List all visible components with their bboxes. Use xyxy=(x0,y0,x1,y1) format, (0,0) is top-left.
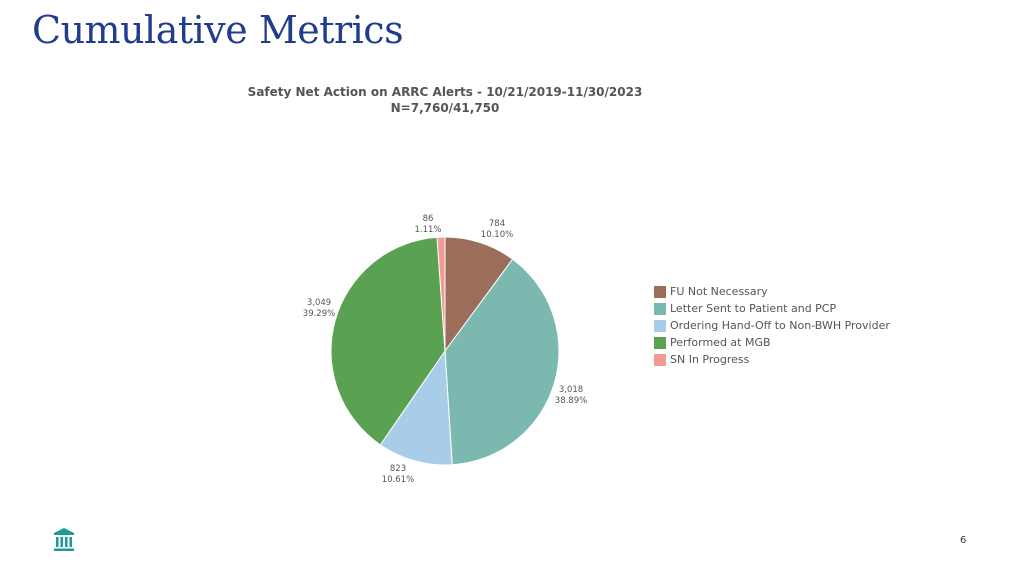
pie-slice xyxy=(436,236,446,352)
chart-subtitle: N=7,760/41,750 xyxy=(390,101,500,115)
slice-percent-label: 10.10% xyxy=(481,230,513,240)
institution-building-icon xyxy=(54,528,74,551)
legend-item: Letter Sent to Patient and PCP xyxy=(654,300,890,317)
legend-label: Performed at MGB xyxy=(670,336,771,349)
legend-item: FU Not Necessary xyxy=(654,283,890,300)
slice-percent-label: 10.61% xyxy=(382,475,414,485)
slice-value-label: 86 xyxy=(423,214,434,224)
legend-swatch xyxy=(654,302,666,315)
pie-slice xyxy=(444,258,560,466)
legend-swatch xyxy=(654,336,666,349)
legend-swatch xyxy=(654,353,666,366)
slide-title: Cumulative Metrics xyxy=(32,8,404,52)
pie-slice xyxy=(444,236,514,353)
pie-slices xyxy=(330,236,560,466)
legend-swatch xyxy=(654,285,666,298)
legend-label: Letter Sent to Patient and PCP xyxy=(670,302,837,315)
slice-percent-label: 38.89% xyxy=(555,396,587,406)
legend-label: SN In Progress xyxy=(670,353,750,366)
slice-value-label: 3,049 xyxy=(307,298,331,308)
slice-value-label: 784 xyxy=(489,219,505,229)
legend-item: SN In Progress xyxy=(654,351,890,368)
legend-item: Ordering Hand-Off to Non-BWH Provider xyxy=(654,317,890,334)
pie-slice xyxy=(379,349,453,466)
legend-label: Ordering Hand-Off to Non-BWH Provider xyxy=(670,319,890,332)
slice-value-label: 3,018 xyxy=(559,385,583,395)
pie-slice xyxy=(330,236,446,446)
legend-item: Performed at MGB xyxy=(654,334,890,351)
slice-value-label: 823 xyxy=(390,464,406,474)
slice-percent-label: 39.29% xyxy=(303,309,335,319)
legend-label: FU Not Necessary xyxy=(670,285,768,298)
chart-legend: FU Not Necessary Letter Sent to Patient a… xyxy=(654,283,890,368)
legend-swatch xyxy=(654,319,666,332)
slice-percent-label: 1.11% xyxy=(414,225,441,235)
page-number: 6 xyxy=(960,535,967,546)
chart-title-block: Safety Net Action on ARRC Alerts - 10/21… xyxy=(230,84,660,116)
chart-title: Safety Net Action on ARRC Alerts - 10/21… xyxy=(247,85,643,99)
